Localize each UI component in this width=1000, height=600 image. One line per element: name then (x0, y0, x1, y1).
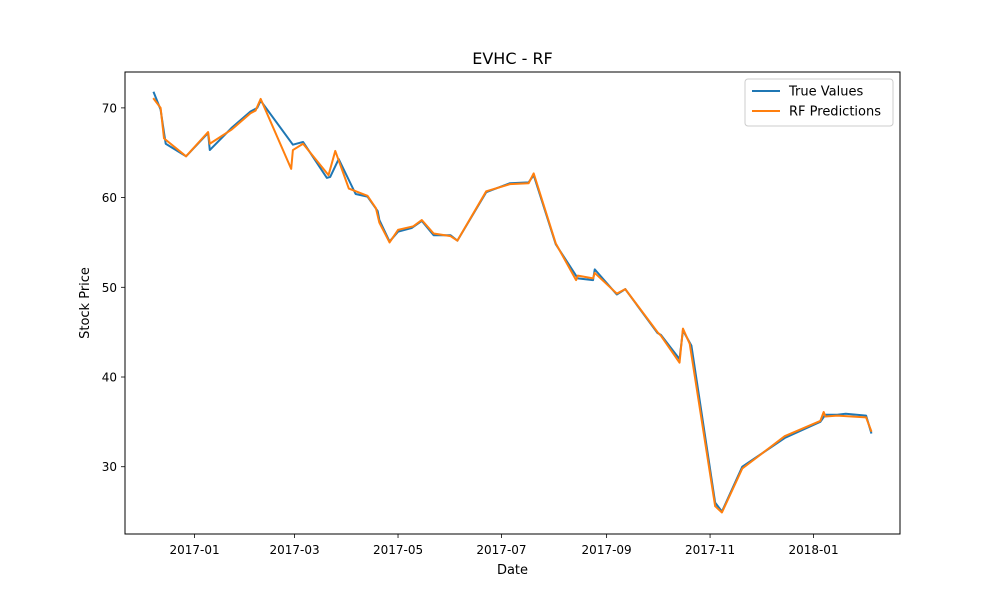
x-tick-label: 2017-05 (373, 543, 423, 557)
series-line-rf-predictions (152, 97, 873, 514)
y-axis-label: Stock Price (78, 267, 93, 339)
y-tick-label: 60 (102, 191, 117, 205)
y-tick-label: 30 (102, 460, 117, 474)
chart-title: EVHC - RF (472, 49, 553, 68)
x-tick-label: 2017-09 (582, 543, 632, 557)
y-tick-label: 70 (102, 101, 117, 115)
legend: True Values RF Predictions (744, 78, 894, 127)
legend-label-rf-predictions: RF Predictions (789, 105, 881, 120)
y-tick-label: 40 (102, 371, 117, 385)
series-layer (152, 91, 873, 514)
legend-label-true-values: True Values (788, 85, 863, 100)
x-axis-label: Date (497, 563, 528, 578)
x-tick-label: 2018-01 (788, 543, 838, 557)
x-tick-label: 2017-11 (685, 543, 735, 557)
y-axis: 30 40 50 60 70 (102, 101, 125, 474)
x-axis: 2017-01 2017-03 2017-05 2017-07 2017-09 2017-… (169, 534, 839, 557)
x-tick-label: 2017-07 (476, 543, 526, 557)
series-line-true-values (152, 91, 873, 513)
x-tick-label: 2017-03 (270, 543, 320, 557)
x-tick-label: 2017-01 (169, 543, 219, 557)
plot-frame (124, 71, 901, 535)
y-tick-label: 50 (102, 281, 117, 295)
legend-box (744, 78, 894, 127)
